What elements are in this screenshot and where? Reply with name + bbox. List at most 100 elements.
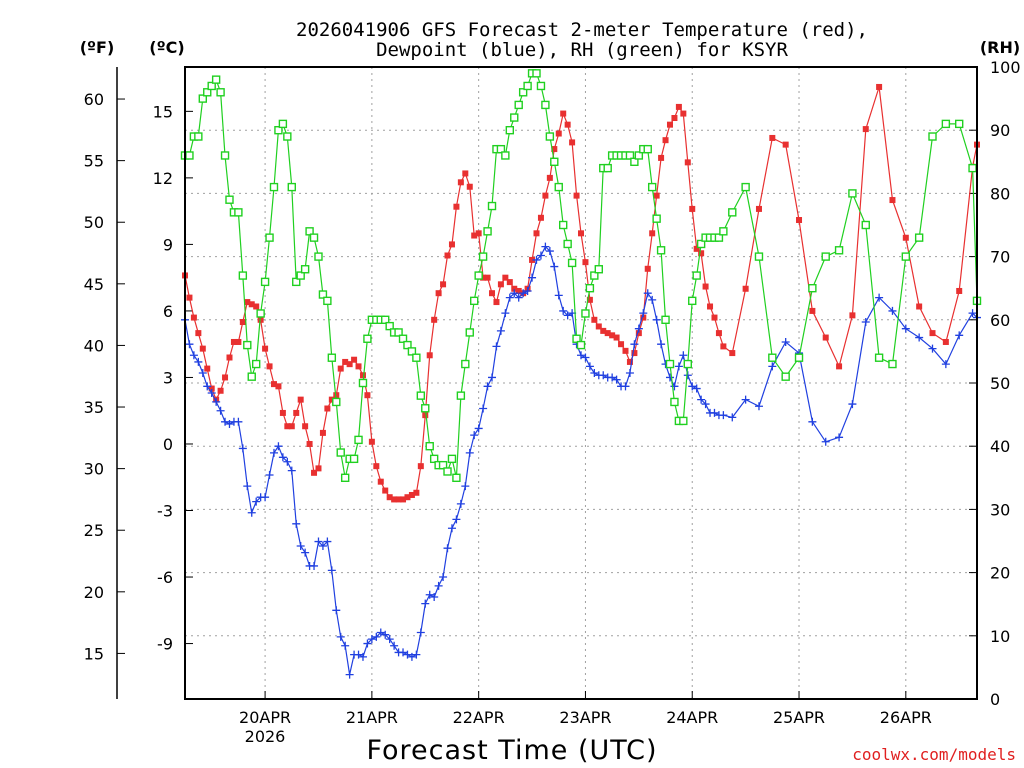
dewpoint-point [372, 632, 381, 641]
rh-point [768, 353, 777, 362]
rh-point [563, 239, 572, 249]
temperature-point [555, 130, 562, 137]
celsius-tick-label: -9 [157, 635, 173, 654]
dewpoint-point [318, 541, 327, 550]
dewpoint-point [421, 599, 430, 608]
x-axis: 20APR 21APR 22APR 23APR 24APR 25APR 26APR [239, 691, 932, 727]
celsius-tick-label: 6 [163, 302, 173, 321]
rh-point [941, 119, 951, 129]
temperature-point [497, 281, 504, 288]
rh-point [834, 246, 844, 255]
temperature-point [755, 205, 762, 212]
dewpoint-point [528, 273, 537, 282]
rh-point [243, 340, 252, 350]
dewpoint-point [577, 351, 585, 360]
rh-point [287, 182, 296, 192]
dewpoint-point [821, 437, 830, 446]
dewpoint-point [296, 541, 305, 550]
dewpoint-point [292, 519, 301, 528]
dewpoint-point [376, 628, 385, 637]
temperature-point [471, 232, 478, 239]
temperature-point [302, 423, 309, 430]
rh-point [416, 391, 426, 400]
temperature-point [675, 103, 682, 110]
rh-point [478, 252, 488, 261]
dewpoint-point [385, 635, 394, 644]
rh-point [754, 252, 764, 261]
temperature-point [889, 197, 896, 204]
dewpoint-point [505, 293, 514, 302]
dewpoint-point [692, 384, 701, 393]
rh-point [523, 81, 532, 91]
temperature-point [484, 274, 491, 281]
temperature-point [217, 387, 224, 394]
rh-point [848, 189, 857, 198]
dewpoint-point [189, 351, 198, 360]
rh-point [300, 265, 310, 274]
dewpoint-point [247, 508, 256, 517]
temperature-point [239, 319, 246, 326]
temperature-point [337, 365, 344, 372]
temperature-point [902, 234, 909, 241]
dewpoint-point [888, 306, 897, 315]
rh-point [647, 182, 657, 192]
x-tick-label: 23APR [559, 708, 611, 727]
dewpoint-point [194, 357, 203, 366]
dewpoint-point [447, 524, 456, 533]
rh-point [670, 397, 679, 407]
year-label: 2026 [245, 727, 286, 746]
temperature-point [315, 465, 322, 472]
temperature-point [248, 301, 255, 308]
dewpoint-point [243, 482, 252, 491]
temperature-point [444, 252, 451, 259]
fahrenheit-axis: 60 55 50 45 40 35 30 25 20 15 [84, 67, 125, 699]
rh-point [679, 416, 688, 426]
dewpoint-point [274, 442, 283, 451]
celsius-tick-label: -3 [157, 502, 173, 521]
dewpoint-point [523, 286, 532, 295]
temperature-point [600, 327, 607, 334]
temperature-point [782, 141, 789, 148]
rh-point [296, 271, 305, 280]
dewpoint-point [474, 424, 483, 433]
dewpoint-point [657, 340, 666, 349]
temperature-point [631, 350, 638, 357]
rh-tick-label: 70 [990, 248, 1010, 267]
celsius-tick-label: 0 [163, 435, 173, 454]
dewpoint-point [234, 417, 243, 426]
rh-point [305, 227, 314, 236]
rh-point [309, 233, 319, 242]
dewpoint-point [203, 382, 212, 391]
rh-point [487, 201, 497, 211]
dewpoint-point [416, 628, 425, 637]
temperature-point [319, 429, 326, 436]
temperature-point [435, 290, 442, 297]
celsius-tick-label: 9 [163, 235, 173, 254]
rh-tick-label: 30 [990, 500, 1010, 519]
rh-point [349, 454, 359, 464]
dewpoint-point [323, 537, 332, 546]
dewpoint-point [407, 652, 416, 661]
rh-point [625, 151, 635, 160]
dewpoint-point [808, 417, 817, 426]
rh-point [914, 233, 924, 242]
dewpoint-point [358, 652, 367, 661]
rh-point [808, 284, 817, 293]
rh-point [336, 448, 345, 457]
temperature-point [649, 230, 656, 237]
rh-point [696, 239, 706, 249]
rh-point [665, 359, 675, 369]
temperature-point [222, 374, 229, 381]
fahrenheit-unit-label: (ºF) [80, 38, 115, 57]
temperature-point [862, 126, 869, 133]
rh-point [354, 435, 363, 445]
fahrenheit-tick-label: 55 [84, 152, 104, 171]
temperature-point [342, 358, 349, 365]
temperature-point [373, 463, 380, 470]
celsius-tick-label: -6 [157, 568, 173, 587]
dewpoint-point [848, 400, 857, 409]
series-rh [180, 69, 982, 482]
rh-point [443, 467, 452, 476]
dewpoint-point [701, 400, 710, 409]
